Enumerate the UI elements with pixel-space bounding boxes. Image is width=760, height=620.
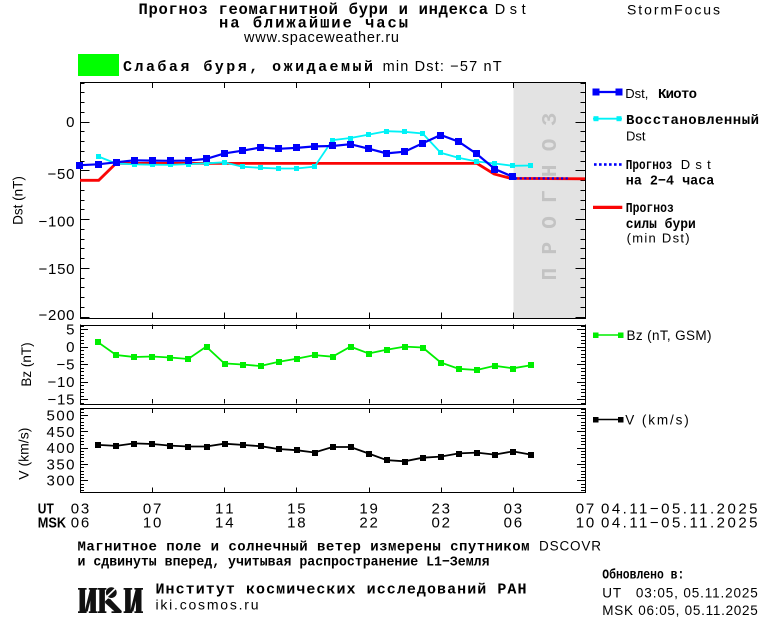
svg-text:Магнитное поле и солнечный вет: Магнитное поле и солнечный ветер измерен…: [78, 540, 530, 556]
svg-text:06: 06: [71, 515, 90, 532]
svg-text:18: 18: [287, 515, 306, 532]
svg-text:03: 03: [504, 501, 523, 518]
svg-text:−15: −15: [48, 392, 75, 409]
svg-text:min Dst: −57 nT: min Dst: −57 nT: [383, 59, 502, 75]
svg-text:−200: −200: [39, 307, 75, 324]
svg-text:10: 10: [576, 515, 595, 532]
svg-text:на ближайшие часы: на ближайшие часы: [219, 15, 408, 33]
svg-text:350: 350: [47, 456, 75, 473]
svg-text:MSK 06:05, 05.11.2025: MSK 06:05, 05.11.2025: [602, 603, 758, 618]
svg-text:03: 03: [71, 501, 90, 518]
svg-text:14: 14: [215, 515, 234, 532]
svg-text:11: 11: [215, 501, 234, 518]
svg-text:04.11−05.11.2025: 04.11−05.11.2025: [601, 501, 758, 518]
svg-text:Bz (nT): Bz (nT): [19, 342, 34, 386]
svg-text:07: 07: [143, 501, 162, 518]
svg-text:22: 22: [359, 515, 378, 532]
svg-text:Прогноз: Прогноз: [626, 158, 672, 174]
svg-text:V (km/s): V (km/s): [16, 428, 32, 480]
svg-text:Обновлено в:: Обновлено в:: [602, 568, 684, 584]
svg-text:Dst (nT): Dst (nT): [11, 176, 26, 225]
svg-text:DSCOVR: DSCOVR: [539, 539, 601, 554]
svg-text:Прогноз: Прогноз: [626, 201, 674, 217]
svg-text:Dst: Dst: [495, 2, 526, 18]
svg-text:23: 23: [431, 501, 450, 518]
svg-text:07: 07: [576, 501, 595, 518]
svg-text:StormFocus: StormFocus: [627, 2, 720, 18]
svg-text:ПРОГНОЗ: ПРОГНОЗ: [540, 100, 563, 281]
svg-text:Dst,: Dst,: [625, 86, 648, 101]
svg-text:06: 06: [504, 515, 523, 532]
svg-text:−50: −50: [48, 166, 75, 183]
svg-text:MSK: MSK: [38, 515, 66, 532]
svg-text:Dst: Dst: [626, 129, 646, 144]
svg-text:Институт космических исследова: Институт космических исследований РАН: [156, 582, 527, 599]
svg-text:5: 5: [66, 322, 74, 339]
svg-text:Dst: Dst: [681, 157, 711, 172]
svg-text:500: 500: [47, 408, 75, 425]
svg-text:Bz (nT, GSM): Bz (nT, GSM): [627, 328, 712, 343]
svg-text:450: 450: [47, 424, 75, 441]
svg-text:0: 0: [66, 114, 74, 131]
svg-text:Прогноз геомагнитной бури и ин: Прогноз геомагнитной бури и индекса: [139, 1, 489, 19]
svg-text:Киото: Киото: [658, 87, 697, 103]
svg-text:(min Dst): (min Dst): [627, 231, 690, 246]
svg-text:на 2−4 часа: на 2−4 часа: [626, 174, 715, 190]
svg-text:15: 15: [287, 501, 306, 518]
svg-text:UT: UT: [38, 501, 54, 518]
svg-text:10: 10: [143, 515, 162, 532]
svg-text:iki.cosmos.ru: iki.cosmos.ru: [156, 597, 259, 613]
svg-text:02: 02: [431, 515, 450, 532]
svg-text:−5: −5: [57, 357, 75, 374]
svg-text:V (km/s): V (km/s): [625, 413, 689, 428]
svg-text:0: 0: [66, 339, 74, 356]
svg-text:−150: −150: [39, 261, 75, 278]
svg-text:300: 300: [47, 473, 75, 490]
svg-text:−10: −10: [48, 374, 75, 391]
svg-text:UT 03:05, 05.11.2025: UT 03:05, 05.11.2025: [602, 585, 758, 600]
svg-text:400: 400: [47, 440, 75, 457]
svg-text:www.spaceweather.ru: www.spaceweather.ru: [243, 30, 399, 46]
svg-text:и сдвинуты вперед, учитывая ра: и сдвинуты вперед, учитывая распростране…: [78, 555, 490, 571]
svg-text:04.11−05.11.2025: 04.11−05.11.2025: [601, 515, 758, 532]
svg-text:19: 19: [359, 501, 378, 518]
svg-text:−100: −100: [39, 214, 75, 231]
svg-text:силы бури: силы бури: [626, 217, 696, 233]
svg-text:Восстановленный: Восстановленный: [626, 113, 759, 129]
